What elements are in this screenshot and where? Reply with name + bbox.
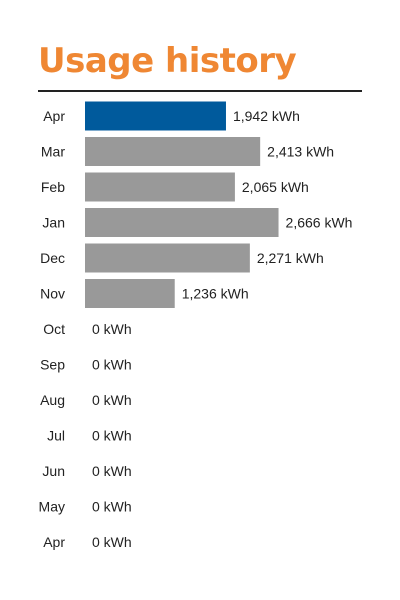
value-label: 0 kWh [92, 534, 132, 550]
category-label: Apr [43, 108, 65, 124]
category-label: Oct [43, 321, 65, 337]
category-label: Jul [47, 428, 65, 444]
month-bar [85, 208, 279, 237]
value-label: 0 kWh [92, 357, 132, 373]
title-divider [38, 90, 362, 92]
month-bar [85, 172, 235, 202]
category-label: Apr [43, 534, 65, 550]
category-label: May [39, 499, 65, 515]
current-month-bar [85, 101, 226, 131]
category-label: Jan [42, 215, 65, 231]
month-bar [85, 137, 261, 166]
category-label: Sep [40, 357, 65, 373]
category-label: Feb [41, 179, 65, 195]
month-bar [85, 243, 250, 273]
category-label: Dec [40, 250, 65, 266]
category-label: Nov [40, 286, 65, 302]
category-label: Jun [42, 463, 65, 479]
chart-title: Usage history [38, 41, 297, 81]
category-label: Mar [41, 144, 65, 160]
value-label: 1,236 kWh [182, 286, 249, 302]
month-bar [85, 279, 175, 308]
value-label: 2,666 kWh [286, 215, 353, 231]
value-label: 0 kWh [92, 428, 132, 444]
value-label: 0 kWh [92, 392, 132, 408]
value-label: 2,271 kWh [257, 250, 324, 266]
value-label: 0 kWh [92, 499, 132, 515]
category-label: Aug [40, 392, 65, 408]
value-label: 2,413 kWh [267, 144, 334, 160]
value-label: 0 kWh [92, 463, 132, 479]
value-label: 0 kWh [92, 321, 132, 337]
value-label: 2,065 kWh [242, 179, 309, 195]
value-label: 1,942 kWh [233, 108, 300, 124]
